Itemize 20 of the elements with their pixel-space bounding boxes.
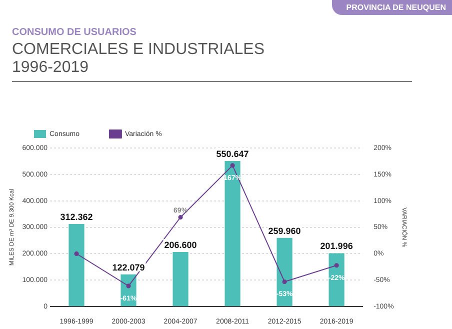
point [178, 214, 183, 220]
bar [276, 238, 292, 306]
data-label: 550.647 [216, 149, 249, 160]
bar [224, 161, 240, 306]
bar [328, 253, 344, 306]
data-label: 201.996 [320, 241, 353, 252]
data-label: 206.600 [164, 240, 197, 250]
data-label: 312.362 [60, 212, 93, 222]
bar [172, 252, 188, 306]
chart-subtitle: CONSUMO DE USUARIOS [12, 27, 136, 38]
point [126, 284, 131, 288]
point [74, 251, 79, 256]
point [282, 279, 287, 284]
bar [68, 224, 84, 306]
point [334, 263, 339, 268]
point [230, 163, 235, 168]
text: PROVINCIA DE NEUQUEN [332, 0, 452, 15]
data-label: 259.960 [268, 226, 301, 236]
chart-title: COMERCIALES E INDUSTRIALES 1996-2019 [12, 41, 412, 82]
data-label: 122.079 [112, 262, 145, 272]
